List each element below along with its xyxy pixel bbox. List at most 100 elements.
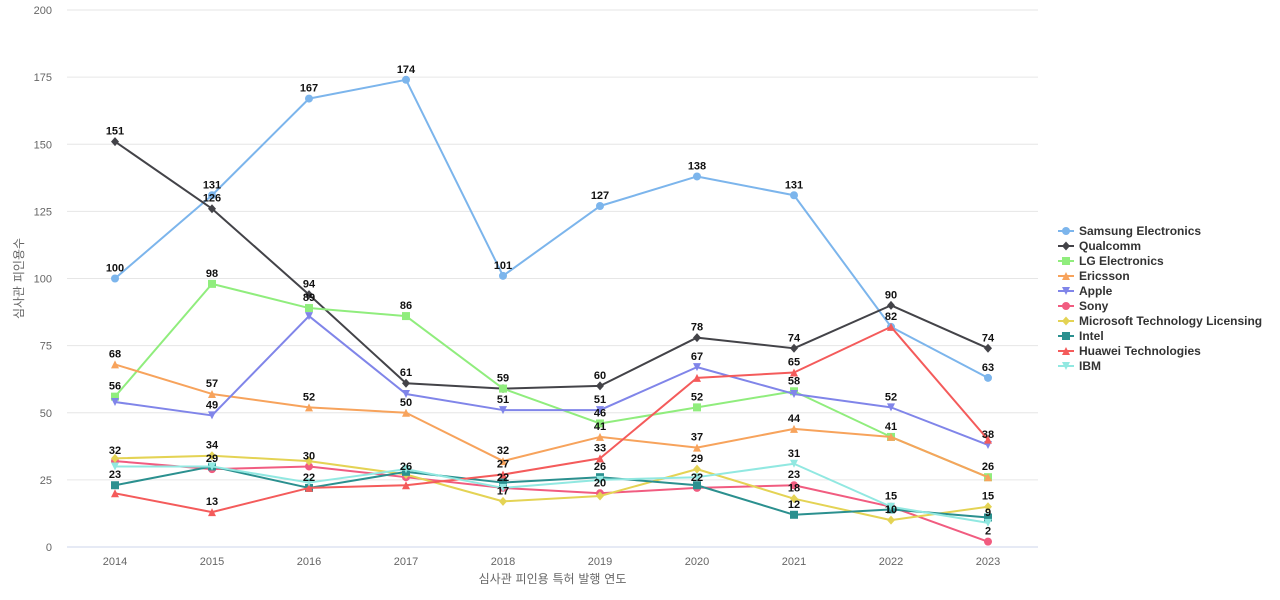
series-line[interactable] <box>114 325 989 514</box>
data-point[interactable] <box>305 483 313 492</box>
data-point[interactable] <box>402 389 410 398</box>
legend-marker[interactable] <box>1062 241 1070 251</box>
data-point[interactable] <box>596 202 604 211</box>
series-line[interactable] <box>114 315 989 446</box>
data-point[interactable] <box>499 406 507 415</box>
data-point[interactable] <box>499 470 507 479</box>
data-point[interactable] <box>790 389 798 398</box>
data-point[interactable] <box>984 343 992 353</box>
data-point[interactable] <box>208 191 216 200</box>
data-point[interactable] <box>693 172 701 181</box>
data-point[interactable] <box>208 389 216 398</box>
data-point[interactable] <box>984 513 992 522</box>
data-point[interactable] <box>790 191 798 200</box>
series-line[interactable] <box>114 363 989 479</box>
data-point[interactable] <box>111 398 119 407</box>
legend-marker[interactable] <box>1062 287 1070 295</box>
data-point[interactable] <box>693 403 701 412</box>
data-point[interactable] <box>596 381 604 391</box>
data-point[interactable] <box>111 453 119 463</box>
data-point[interactable] <box>305 462 313 471</box>
legend-item[interactable]: IBM <box>1058 359 1101 373</box>
data-point[interactable] <box>984 502 992 512</box>
series-line[interactable] <box>114 460 989 543</box>
data-point[interactable] <box>596 491 604 501</box>
data-point[interactable] <box>984 373 992 382</box>
data-point[interactable] <box>790 510 798 519</box>
data-point[interactable] <box>693 481 701 490</box>
legend-marker[interactable] <box>1062 257 1070 265</box>
data-point[interactable] <box>402 75 410 84</box>
data-point[interactable] <box>402 481 410 490</box>
data-point[interactable] <box>208 279 216 288</box>
legend-marker[interactable] <box>1062 227 1070 235</box>
data-point[interactable] <box>790 343 798 353</box>
legend-marker[interactable] <box>1062 302 1070 310</box>
data-point[interactable] <box>693 363 701 372</box>
data-point[interactable] <box>111 137 119 147</box>
legend-marker[interactable] <box>1062 362 1070 370</box>
data-point[interactable] <box>111 462 119 471</box>
data-point[interactable] <box>596 475 604 484</box>
data-point[interactable] <box>790 459 798 468</box>
data-point[interactable] <box>305 478 313 487</box>
legend-marker[interactable] <box>1062 272 1070 280</box>
series-line[interactable] <box>115 462 989 524</box>
legend-item[interactable]: Qualcomm <box>1058 239 1141 253</box>
legend-item[interactable]: Intel <box>1058 329 1104 343</box>
legend-item[interactable]: Samsung Electronics <box>1058 224 1201 238</box>
data-point[interactable] <box>790 481 798 490</box>
data-point[interactable] <box>693 464 701 474</box>
data-point[interactable] <box>499 496 507 506</box>
data-point[interactable] <box>208 462 216 471</box>
data-point[interactable] <box>887 502 895 511</box>
data-point[interactable] <box>111 489 119 498</box>
data-point[interactable] <box>499 483 507 492</box>
data-point[interactable] <box>402 408 410 417</box>
data-point[interactable] <box>790 494 798 504</box>
data-point[interactable] <box>305 456 313 466</box>
data-point[interactable] <box>693 473 701 482</box>
data-point[interactable] <box>111 360 119 369</box>
data-point[interactable] <box>596 454 604 463</box>
data-point[interactable] <box>111 481 119 490</box>
legend-item[interactable]: Apple <box>1058 284 1113 298</box>
series-line[interactable] <box>114 465 989 519</box>
legend-item[interactable]: LG Electronics <box>1058 254 1164 268</box>
series-line[interactable] <box>114 282 989 479</box>
series-line[interactable] <box>114 78 989 379</box>
data-point[interactable] <box>596 406 604 415</box>
data-point[interactable] <box>693 373 701 382</box>
data-point[interactable] <box>984 537 992 546</box>
data-point[interactable] <box>305 290 313 300</box>
data-point[interactable] <box>499 478 507 487</box>
data-point[interactable] <box>984 518 992 527</box>
legend-marker[interactable] <box>1062 332 1070 340</box>
data-point[interactable] <box>305 94 313 103</box>
data-point[interactable] <box>887 515 895 525</box>
data-point[interactable] <box>208 508 216 517</box>
data-point[interactable] <box>693 443 701 452</box>
series-line[interactable] <box>114 140 989 390</box>
data-point[interactable] <box>499 457 507 466</box>
data-point[interactable] <box>111 392 119 401</box>
data-point[interactable] <box>887 432 895 441</box>
series-line[interactable] <box>114 454 989 522</box>
data-point[interactable] <box>305 312 313 321</box>
data-point[interactable] <box>305 403 313 412</box>
data-point[interactable] <box>402 378 410 388</box>
data-point[interactable] <box>402 312 410 321</box>
data-point[interactable] <box>208 451 216 461</box>
data-point[interactable] <box>790 424 798 433</box>
legend-marker[interactable] <box>1062 347 1070 355</box>
data-point[interactable] <box>887 322 895 331</box>
data-point[interactable] <box>111 274 119 283</box>
legend-item[interactable]: Sony <box>1058 299 1109 313</box>
data-point[interactable] <box>208 411 216 420</box>
legend-item[interactable]: Ericsson <box>1058 269 1130 283</box>
legend-item[interactable]: Huawei Technologies <box>1058 344 1201 358</box>
legend-item[interactable]: Microsoft Technology Licensing <box>1058 314 1262 328</box>
data-point[interactable] <box>596 419 604 428</box>
data-point[interactable] <box>499 384 507 393</box>
data-point[interactable] <box>887 300 895 310</box>
